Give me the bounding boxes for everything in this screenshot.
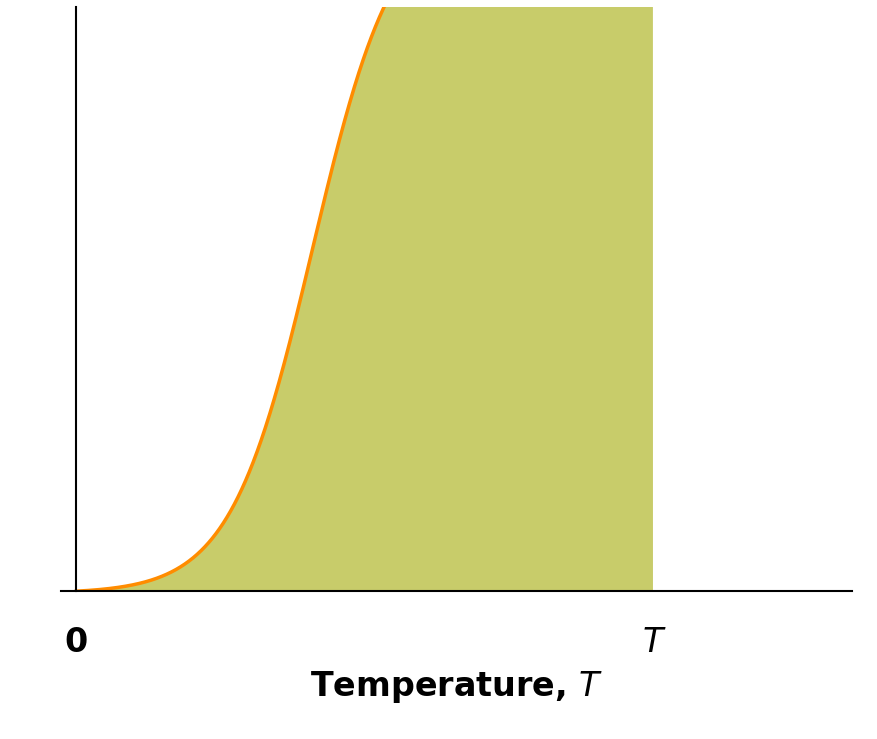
Text: 0: 0 — [65, 626, 88, 659]
Text: T: T — [641, 626, 662, 659]
Text: Temperature, $\it{T}$: Temperature, $\it{T}$ — [310, 670, 602, 705]
Polygon shape — [76, 0, 652, 591]
